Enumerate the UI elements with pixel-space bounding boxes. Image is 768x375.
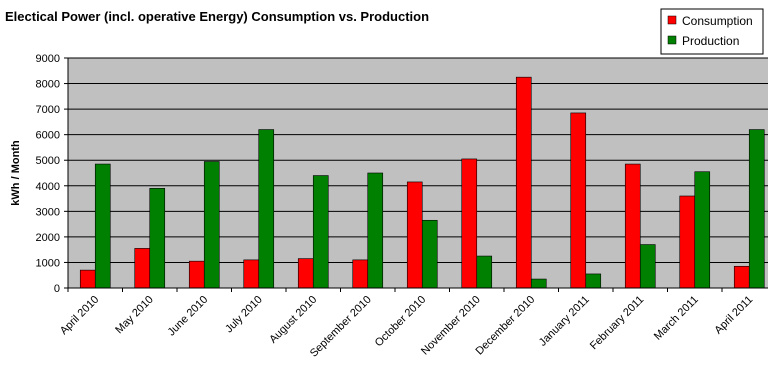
bar-consumption-1: [134, 248, 151, 289]
bar-consumption-9: [570, 112, 587, 289]
x-tick-label: March 2011: [652, 294, 701, 343]
y-axis-label: kWh / Month: [10, 140, 22, 206]
bar-consumption-11: [679, 195, 696, 289]
bar-production-2: [203, 161, 220, 289]
x-tick-label: January 2011: [537, 294, 592, 349]
bar-production-1: [149, 188, 166, 289]
bar-consumption-3: [243, 259, 260, 289]
bar-consumption-8: [515, 76, 532, 289]
y-tick-label: 5000: [36, 155, 60, 167]
legend-swatch-production: [667, 35, 677, 45]
x-tick-label: April 2010: [58, 294, 102, 338]
y-tick-label: 0: [54, 283, 60, 295]
bar-consumption-10: [624, 163, 641, 289]
bar-consumption-7: [461, 158, 478, 289]
bar-consumption-12: [733, 265, 750, 289]
bar-production-11: [694, 171, 711, 289]
bar-production-4: [312, 175, 329, 289]
x-tick-label: July 2010: [223, 294, 265, 336]
bar-production-7: [476, 255, 493, 289]
x-tick-label: February 2011: [588, 294, 647, 353]
bar-production-12: [748, 129, 765, 289]
x-tick-label: October 2010: [373, 294, 429, 350]
x-axis: April 2010 May 2010 June 2010 July 2010 Augu…: [58, 287, 768, 360]
y-axis: 0 1000 2000 3000 4000 5000 6000 7000 8000 9000: [36, 53, 69, 295]
bar-consumption-6: [406, 181, 423, 289]
bar-production-3: [258, 129, 275, 289]
legend-box: [660, 8, 764, 55]
x-tick-label: May 2010: [113, 294, 156, 337]
y-tick-label: 6000: [36, 130, 60, 142]
legend-label-consumption: Consumption: [682, 14, 753, 28]
bars: [79, 76, 765, 289]
bar-consumption-2: [188, 260, 205, 289]
y-tick-label: 9000: [36, 53, 60, 65]
bar-production-6: [421, 219, 438, 289]
bar-production-10: [639, 244, 656, 289]
bar-consumption-4: [297, 258, 314, 289]
legend-swatch-consumption: [667, 15, 677, 25]
bar-production-8: [530, 278, 547, 289]
x-tick-label: December 2010: [474, 294, 538, 358]
legend: Consumption Production: [660, 8, 764, 55]
x-tick-label: June 2010: [166, 294, 211, 339]
bar-production-9: [585, 273, 602, 289]
y-tick-label: 1000: [36, 257, 60, 269]
bar-consumption-5: [352, 259, 369, 289]
y-tick-label: 8000: [36, 79, 60, 91]
chart-title: Electical Power (incl. operative Energy)…: [5, 9, 429, 24]
y-tick-label: 3000: [36, 206, 60, 218]
x-tick-label: April 2011: [712, 294, 755, 337]
bar-production-5: [367, 172, 384, 289]
y-tick-label: 7000: [36, 104, 60, 116]
bar-production-0: [94, 163, 111, 289]
y-tick-label: 2000: [36, 232, 60, 244]
y-tick-label: 4000: [36, 181, 60, 193]
bar-consumption-0: [79, 269, 96, 289]
legend-label-production: Production: [682, 34, 739, 48]
x-tick-label: August 2010: [267, 294, 319, 346]
